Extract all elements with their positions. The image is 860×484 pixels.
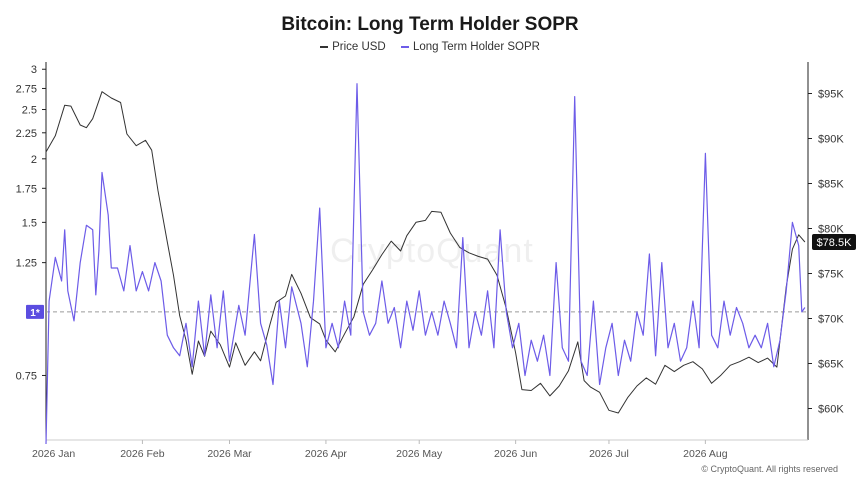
left-tick-label: 3 (31, 64, 37, 76)
x-tick-label: 2026 Feb (120, 448, 165, 460)
right-tick-label: $95K (818, 89, 844, 101)
right-tick-label: $65K (818, 359, 844, 371)
right-tick-label: $60K (818, 404, 844, 416)
chart-title: Bitcoin: Long Term Holder SOPR (281, 14, 579, 35)
left-tick-label: 2.75 (16, 83, 37, 95)
right-tick-label: $80K (818, 224, 844, 236)
axes-group (42, 62, 812, 444)
x-tick-label: 2026 Jul (589, 448, 629, 460)
x-tick-label: 2026 Mar (207, 448, 252, 460)
x-tick-label: 2026 Jun (494, 448, 537, 460)
x-tick-label: 2026 Jan (32, 448, 75, 460)
right-tick-label: $70K (818, 314, 844, 326)
legend-swatch-price (320, 46, 329, 48)
right-tick-label: $90K (818, 134, 844, 146)
x-tick-label: 2026 Aug (683, 448, 728, 460)
current-price-label: $78.5K (817, 237, 853, 249)
right-tick-label: $75K (818, 269, 844, 281)
credit-text: © CryptoQuant. All rights reserved (701, 464, 838, 474)
series-line-lth-sopr (45, 83, 806, 445)
legend-item-price[interactable]: Price USD (320, 41, 386, 53)
series-group (45, 83, 806, 445)
legend-label-price: Price USD (332, 41, 386, 53)
labels-group: 0.75 1.25 1.5 1.75 2 2.25 2.5 2.75 3 1* $60K $65K $7… (16, 64, 856, 460)
current-price-box (812, 234, 856, 250)
right-tick-label: $85K (818, 179, 844, 191)
x-tick-label: 2026 Apr (305, 448, 348, 460)
left-tick-label: 0.75 (16, 370, 37, 382)
left-tick-label: 2.25 (16, 128, 37, 140)
legend-label-sopr: Long Term Holder SOPR (412, 41, 540, 53)
left-axis-marker-box (26, 304, 44, 319)
left-tick-label: 1.75 (16, 183, 37, 195)
left-axis-marker-label: 1* (30, 308, 40, 319)
series-line-price-usd (45, 91, 806, 414)
left-tick-label: 1.25 (16, 258, 37, 270)
x-tick-label: 2026 May (396, 448, 443, 460)
left-tick-label: 1.5 (22, 217, 37, 229)
legend: Price USD Long Term Holder SOPR (0, 41, 860, 53)
legend-item-sopr[interactable]: Long Term Holder SOPR (400, 41, 540, 53)
left-tick-label: 2 (31, 154, 37, 166)
left-tick-label: 2.5 (22, 105, 37, 117)
legend-swatch-sopr (400, 46, 409, 48)
